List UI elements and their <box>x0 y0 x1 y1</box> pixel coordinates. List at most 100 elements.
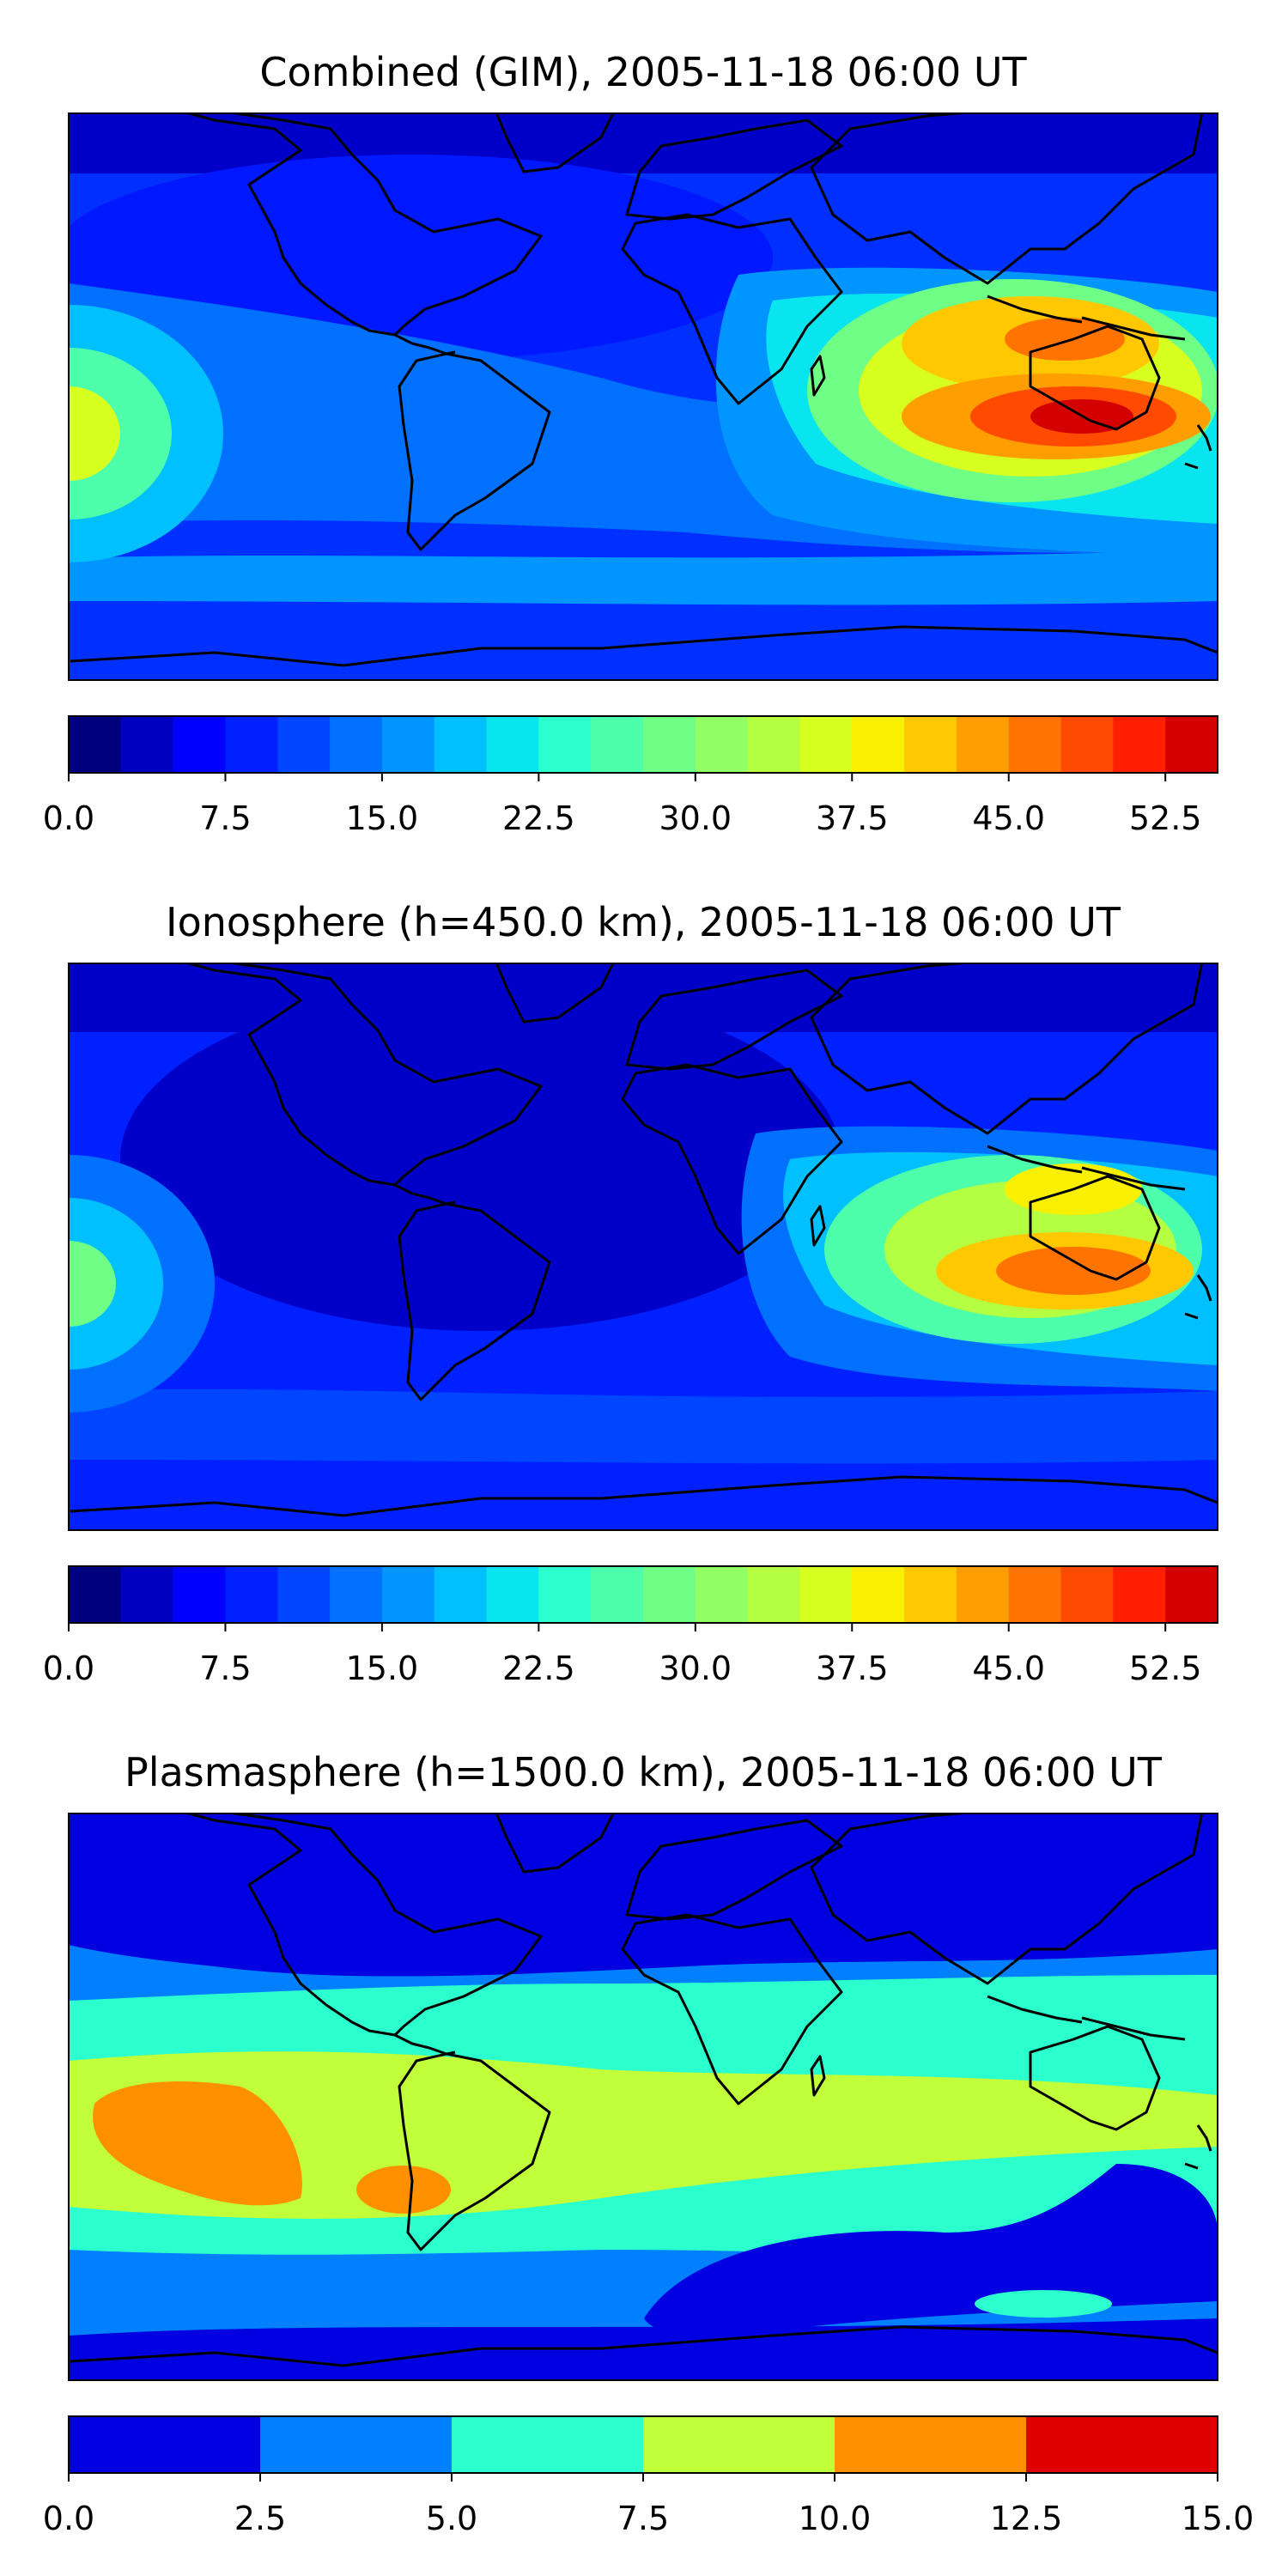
map-1-band-north <box>69 113 1218 173</box>
map-1-panel <box>68 112 1218 681</box>
colorbar-1-segment <box>69 716 122 773</box>
colorbar-2-segment <box>277 1566 331 1623</box>
colorbar-3-tick-label: 12.5 <box>990 2500 1063 2537</box>
colorbar-2-tick-label: 15.0 <box>346 1649 419 1687</box>
colorbar-3: 0.0 2.5 5.0 7.5 10.0 12.5 15.0 <box>43 2415 1255 2537</box>
colorbar-3-tick-label: 10.0 <box>799 2500 872 2537</box>
colorbar-1-segment <box>1113 716 1166 773</box>
colorbar-2-tick-label: 0.0 <box>43 1649 94 1687</box>
map-1-southern-band <box>69 550 1218 605</box>
colorbar-1-segment <box>1060 716 1114 773</box>
colorbar-2-segment <box>1008 1566 1062 1623</box>
colorbar-1-segment <box>695 716 749 773</box>
colorbar-2-frame <box>68 1565 1218 1624</box>
map-3-north-low <box>69 1814 1218 1977</box>
colorbar-3-segment <box>835 2416 1027 2473</box>
colorbar-1-tick-label: 0.0 <box>43 799 94 837</box>
colorbar-1-frame <box>68 715 1218 774</box>
colorbar-3-tick-label: 5.0 <box>426 2500 477 2537</box>
colorbar-2-segment <box>1060 1566 1114 1623</box>
map-3-panel <box>68 1813 1218 2381</box>
colorbar-1-segment <box>173 716 227 773</box>
colorbar-2-segment <box>904 1566 957 1623</box>
colorbar-1-tick-label: 52.5 <box>1129 799 1202 837</box>
colorbar-2: 0.0 7.5 15.0 22.5 30.0 37.5 45.0 52.5 <box>43 1565 1218 1687</box>
colorbar-1-segment <box>799 716 853 773</box>
colorbar-1-segment <box>277 716 331 773</box>
colorbar-1-tick-label: 22.5 <box>502 799 575 837</box>
map-2-title: Ionosphere (h=450.0 km), 2005-11-18 06:0… <box>166 899 1121 945</box>
map-2-southern-band <box>69 1388 1218 1464</box>
map-2-frame <box>68 963 1218 1531</box>
map-3-title: Plasmasphere (h=1500.0 km), 2005-11-18 0… <box>125 1749 1163 1795</box>
colorbar-2-segment <box>486 1566 539 1623</box>
colorbar-2-tick-label: 22.5 <box>502 1649 575 1687</box>
colorbar-2-segment <box>956 1566 1010 1623</box>
colorbar-1-segment <box>747 716 801 773</box>
colorbar-1-tick-label: 30.0 <box>659 799 732 837</box>
colorbar-1-segment <box>434 716 488 773</box>
colorbar-1-segment <box>956 716 1010 773</box>
colorbar-2-segment <box>591 1566 644 1623</box>
map-1-title: Combined (GIM), 2005-11-18 06:00 UT <box>259 49 1027 95</box>
colorbar-1: 0.0 7.5 15.0 22.5 30.0 37.5 45.0 52.5 <box>43 715 1218 837</box>
colorbar-2-tick-label: 7.5 <box>199 1649 251 1687</box>
colorbar-1-tick-label: 37.5 <box>816 799 889 837</box>
colorbar-2-tick-label: 52.5 <box>1129 1649 1202 1687</box>
colorbar-1-segment <box>852 716 905 773</box>
colorbar-1-tick-label: 7.5 <box>199 799 251 837</box>
colorbar-3-tick-label: 7.5 <box>617 2500 669 2537</box>
map-3-antarctic-spot <box>975 2290 1112 2318</box>
colorbar-2-segment <box>225 1566 278 1623</box>
colorbar-2-segment <box>695 1566 749 1623</box>
colorbar-3-segment <box>69 2416 261 2473</box>
colorbar-3-tick-label: 0.0 <box>43 2500 94 2537</box>
colorbar-2-segment <box>381 1566 435 1623</box>
colorbar-2-segment <box>434 1566 488 1623</box>
colorbar-1-segment <box>381 716 435 773</box>
colorbar-2-segment <box>799 1566 853 1623</box>
colorbar-2-segment <box>120 1566 174 1623</box>
colorbar-3-tick-label: 2.5 <box>234 2500 286 2537</box>
colorbar-2-segment <box>747 1566 801 1623</box>
colorbar-2-tick-label: 45.0 <box>972 1649 1045 1687</box>
colorbar-3-segment <box>643 2416 835 2473</box>
colorbar-2-segment <box>1113 1566 1166 1623</box>
colorbar-1-segment <box>486 716 539 773</box>
colorbar-2-segment <box>643 1566 696 1623</box>
map-2-panel <box>68 963 1218 1531</box>
colorbar-1-segment <box>120 716 174 773</box>
colorbar-2-segment <box>1165 1566 1218 1623</box>
colorbar-1-tick-label: 15.0 <box>346 799 419 837</box>
colorbar-1-segment <box>538 716 592 773</box>
map-3-high-band <box>69 2051 1218 2219</box>
colorbar-2-segment <box>330 1566 383 1623</box>
colorbar-2-tick-label: 37.5 <box>816 1649 889 1687</box>
map-1-frame <box>68 112 1218 681</box>
colorbar-1-segment <box>225 716 278 773</box>
colorbar-1-tick-label: 45.0 <box>972 799 1045 837</box>
colorbar-3-segment <box>452 2416 644 2473</box>
colorbar-3-segment <box>1026 2416 1218 2473</box>
colorbar-2-segment <box>69 1566 122 1623</box>
colorbar-2-segment <box>173 1566 227 1623</box>
colorbar-3-segment <box>260 2416 453 2473</box>
map-2-west-edge-3 <box>69 1241 116 1327</box>
map-2-atlantic-low <box>120 987 841 1331</box>
map-2-peak-2 <box>996 1247 1151 1295</box>
colorbar-2-segment <box>852 1566 905 1623</box>
colorbar-2-tick-label: 30.0 <box>659 1649 732 1687</box>
colorbar-1-segment <box>330 716 383 773</box>
colorbar-2-segment <box>538 1566 592 1623</box>
map-3-frame <box>68 1813 1218 2381</box>
colorbar-1-segment <box>1165 716 1218 773</box>
colorbar-1-segment <box>904 716 957 773</box>
colorbar-3-tick-label: 15.0 <box>1182 2500 1255 2537</box>
colorbar-1-segment <box>1008 716 1062 773</box>
colorbar-1-segment <box>591 716 644 773</box>
map-1-west-edge-3 <box>69 386 120 481</box>
map-3-pacific-max <box>93 2081 302 2206</box>
map-3-south-america-max <box>356 2166 451 2214</box>
colorbar-1-segment <box>643 716 696 773</box>
